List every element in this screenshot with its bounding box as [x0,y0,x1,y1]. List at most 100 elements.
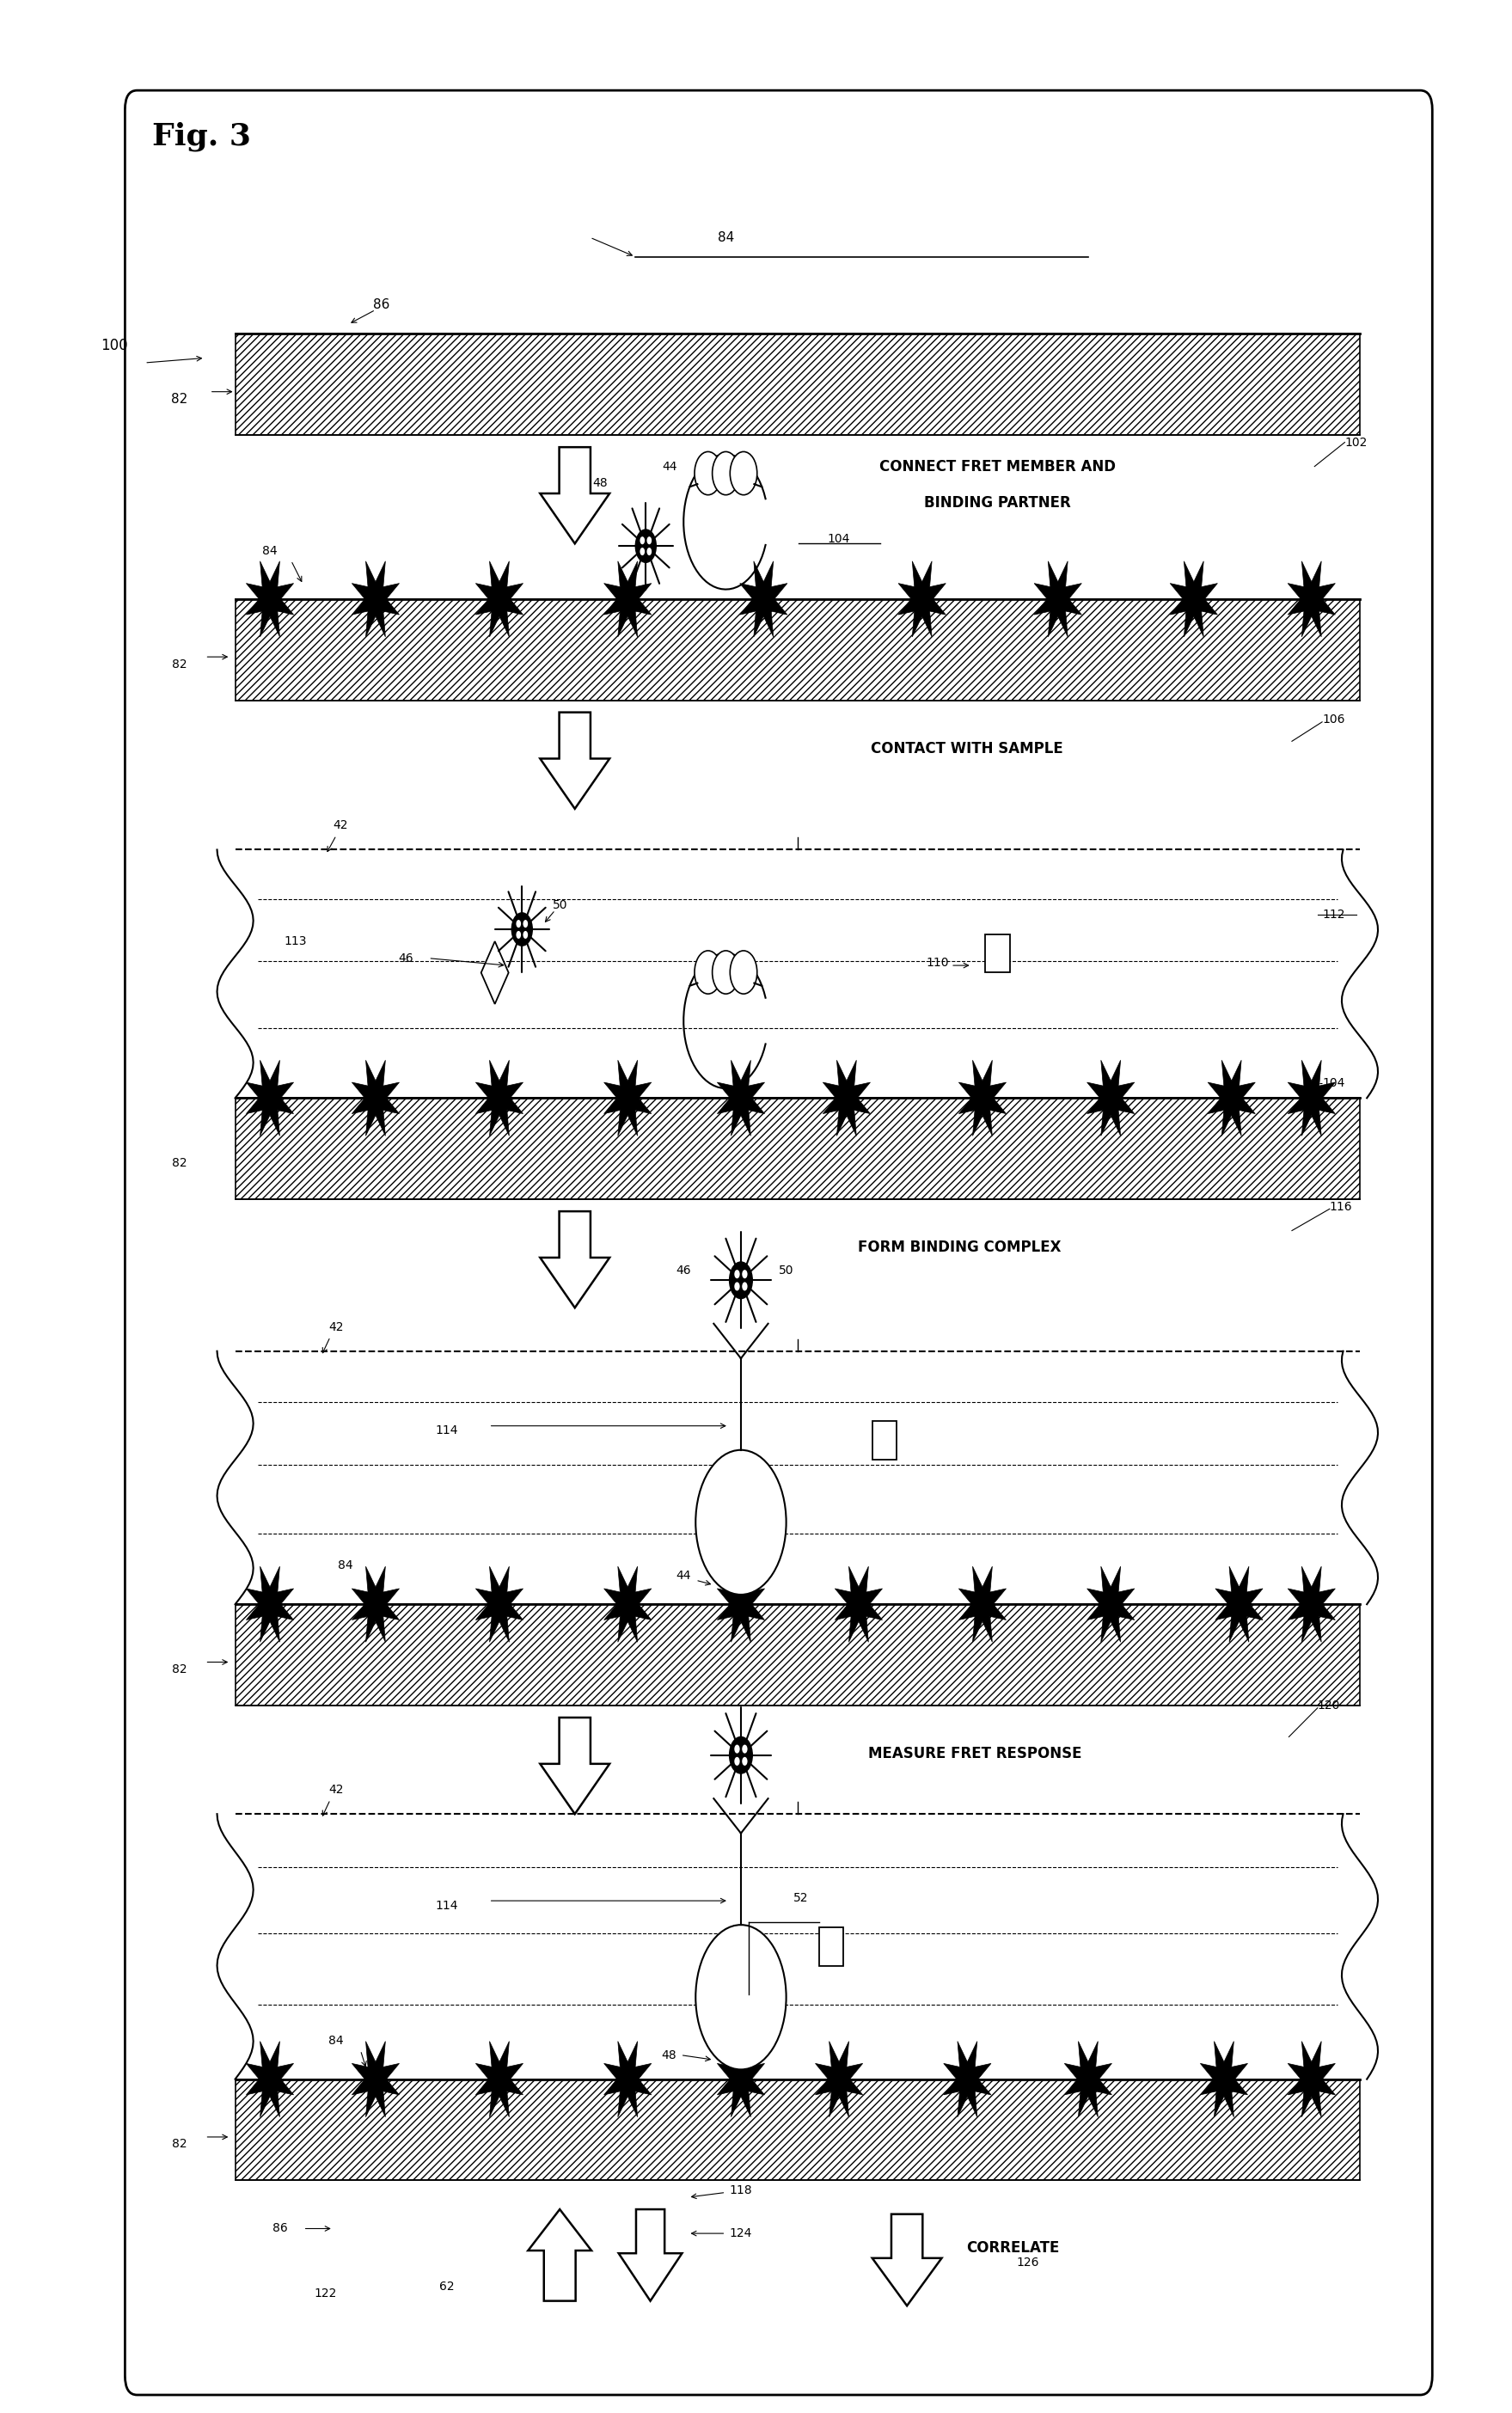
Text: 114: 114 [435,1424,458,1436]
Circle shape [640,536,644,545]
Text: 42: 42 [333,820,348,832]
Text: CONNECT FRET MEMBER AND: CONNECT FRET MEMBER AND [880,458,1116,475]
Circle shape [742,1757,747,1766]
Circle shape [696,1450,786,1595]
Text: CONTACT WITH SAMPLE: CONTACT WITH SAMPLE [871,741,1063,755]
Polygon shape [1087,1059,1134,1137]
Polygon shape [1208,1059,1255,1137]
Text: 86: 86 [373,299,390,311]
Polygon shape [717,2041,765,2116]
Text: 84: 84 [337,1559,352,1571]
Polygon shape [1170,562,1217,637]
Polygon shape [481,941,508,1004]
Text: 42: 42 [328,1320,343,1332]
Text: 106: 106 [1321,714,1344,726]
Polygon shape [603,2041,652,2116]
Text: 82: 82 [172,2138,187,2150]
Circle shape [712,451,739,495]
Text: FORM BINDING COMPLEX: FORM BINDING COMPLEX [859,1240,1061,1255]
Polygon shape [246,1059,293,1137]
Polygon shape [823,1059,871,1137]
Circle shape [694,451,721,495]
Polygon shape [476,1566,523,1643]
Polygon shape [352,1059,399,1137]
Circle shape [523,919,528,927]
Circle shape [647,548,652,555]
Text: 110: 110 [927,958,950,970]
Polygon shape [1288,562,1335,637]
Polygon shape [246,2041,293,2116]
Bar [986,934,1010,972]
Polygon shape [739,562,788,637]
Text: 50: 50 [552,900,567,912]
Text: 48: 48 [661,2049,676,2061]
Polygon shape [717,1059,765,1137]
Text: 82: 82 [172,1663,187,1675]
Polygon shape [959,1059,1005,1137]
Circle shape [735,1745,739,1754]
Circle shape [694,951,721,994]
Circle shape [516,919,522,927]
Polygon shape [959,1566,1005,1643]
Polygon shape [1288,1566,1335,1643]
Text: 42: 42 [328,1783,343,1795]
Text: 46: 46 [676,1264,691,1276]
Text: BINDING PARTNER: BINDING PARTNER [924,495,1070,509]
Bar [236,333,1359,434]
Bar [236,1605,1359,1706]
Circle shape [729,1737,753,1774]
Polygon shape [603,1059,652,1137]
Text: 104: 104 [1321,1079,1344,1091]
Polygon shape [540,446,609,543]
Circle shape [640,548,644,555]
Circle shape [511,912,532,946]
Text: 84: 84 [328,2034,343,2046]
Polygon shape [476,562,523,637]
Polygon shape [246,562,293,637]
Polygon shape [1288,1059,1335,1137]
Text: 102: 102 [1344,437,1367,449]
Circle shape [696,1926,786,2070]
Bar [236,1098,1359,1199]
Polygon shape [815,2041,863,2116]
Polygon shape [1087,1566,1134,1643]
Polygon shape [1216,1566,1263,1643]
Text: 118: 118 [729,2184,753,2196]
Polygon shape [352,1566,399,1643]
Bar [872,1421,897,1460]
Text: 116: 116 [1329,1202,1353,1211]
Polygon shape [352,562,399,637]
Text: Fig. 3: Fig. 3 [153,121,251,152]
Circle shape [516,931,522,939]
Circle shape [735,1281,739,1291]
Text: 46: 46 [398,953,413,965]
Text: CORRELATE: CORRELATE [966,2239,1060,2256]
Circle shape [730,451,758,495]
Text: 62: 62 [438,2280,454,2292]
Circle shape [647,536,652,545]
Text: 122: 122 [314,2288,337,2300]
Text: 126: 126 [1016,2256,1039,2268]
Text: MEASURE FRET RESPONSE: MEASURE FRET RESPONSE [868,1747,1081,1761]
Circle shape [730,951,758,994]
Polygon shape [1288,2041,1335,2116]
Polygon shape [717,1566,765,1643]
Circle shape [635,528,656,562]
Text: 120: 120 [1317,1699,1340,1711]
Polygon shape [872,2215,942,2307]
Circle shape [742,1281,747,1291]
Text: 100: 100 [101,338,129,355]
Polygon shape [246,1566,293,1643]
Text: 48: 48 [593,478,608,490]
Polygon shape [603,1566,652,1643]
Circle shape [735,1757,739,1766]
Polygon shape [528,2210,591,2302]
Polygon shape [618,2210,682,2302]
Text: 104: 104 [827,533,850,545]
Text: 86: 86 [272,2222,289,2234]
Polygon shape [835,1566,883,1643]
Bar [236,598,1359,700]
Text: 124: 124 [730,2227,753,2239]
Text: 84: 84 [718,232,735,244]
Polygon shape [1034,562,1081,637]
